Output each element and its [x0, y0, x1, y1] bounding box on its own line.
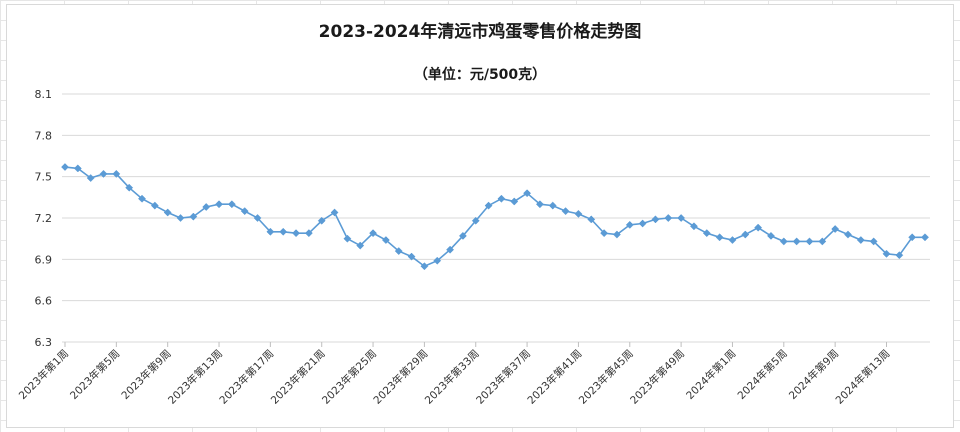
x-tick-label: 2023年第49周: [627, 347, 687, 407]
x-tick-label: 2023年第21周: [268, 347, 328, 407]
data-point-marker: [548, 201, 557, 210]
data-point-marker: [73, 164, 82, 173]
data-point-marker: [227, 200, 236, 209]
data-point-marker: [150, 201, 159, 210]
y-tick-label: 6.6: [35, 295, 53, 308]
data-point-marker: [612, 230, 621, 239]
data-point-marker: [895, 251, 904, 260]
x-tick-label: 2023年第1周: [16, 347, 71, 402]
x-tick-label: 2023年第37周: [473, 347, 533, 407]
x-tick-label: 2023年第5周: [67, 347, 122, 402]
data-point-marker: [690, 222, 698, 231]
data-point-marker: [805, 237, 814, 246]
data-point-marker: [202, 203, 211, 211]
x-tick-label: 2023年第9周: [119, 347, 174, 402]
data-point-marker: [779, 237, 788, 246]
data-point-marker: [369, 229, 378, 238]
data-point-marker: [818, 237, 827, 246]
data-point-marker: [523, 189, 532, 198]
data-point-marker: [330, 208, 339, 217]
data-point-marker: [215, 200, 223, 209]
data-point-marker: [446, 245, 455, 254]
y-tick-label: 6.9: [35, 253, 53, 266]
data-point-marker: [754, 223, 763, 232]
data-point-marker: [394, 247, 403, 256]
y-tick-label: 7.5: [35, 171, 53, 184]
data-point-marker: [535, 200, 544, 209]
y-tick-label: 7.8: [35, 129, 53, 142]
data-point-marker: [664, 214, 673, 222]
data-point-marker: [304, 229, 313, 238]
data-point-marker: [792, 237, 801, 246]
data-point-marker: [484, 201, 493, 210]
data-point-marker: [638, 219, 647, 228]
data-point-marker: [253, 214, 262, 222]
data-point-marker: [381, 236, 390, 244]
data-point-marker: [343, 234, 352, 243]
data-point-marker: [317, 216, 326, 225]
data-point-marker: [677, 214, 686, 222]
data-point-marker: [882, 249, 891, 258]
data-point-marker: [356, 241, 365, 250]
data-point-marker: [600, 229, 609, 238]
data-point-marker: [99, 169, 108, 178]
data-point-marker: [741, 230, 750, 239]
data-point-marker: [702, 229, 711, 238]
data-point-marker: [138, 194, 146, 203]
data-point-marker: [125, 183, 134, 192]
y-tick-label: 6.3: [35, 336, 53, 349]
data-point-marker: [86, 174, 95, 182]
chart-subtitle: （单位：元/500克）: [413, 67, 547, 83]
x-tick-label: 2024年第9周: [786, 347, 841, 402]
chart-title: 2023-2024年清远市鸡蛋零售价格走势图: [318, 22, 642, 42]
y-tick-label: 7.2: [35, 212, 53, 225]
data-point-marker: [61, 163, 69, 171]
y-tick-label: 8.1: [35, 88, 53, 101]
data-point-marker: [921, 233, 929, 242]
x-tick-label: 2024年第5周: [735, 347, 790, 402]
x-tick-label: 2024年第13周: [833, 347, 893, 407]
x-tick-label: 2023年第45周: [576, 347, 636, 407]
data-point-marker: [715, 233, 724, 242]
data-point-marker: [240, 207, 249, 216]
x-tick-label: 2023年第33周: [422, 347, 482, 407]
data-point-marker: [471, 216, 480, 225]
data-point-marker: [651, 215, 660, 224]
data-point-marker: [767, 231, 775, 240]
data-point-marker: [112, 169, 121, 178]
data-point-marker: [831, 225, 840, 233]
x-tick-label: 2023年第13周: [165, 347, 225, 407]
data-point-marker: [574, 209, 583, 218]
data-point-marker: [458, 231, 467, 240]
x-tick-label: 2024年第1周: [683, 347, 738, 402]
data-point-marker: [279, 227, 288, 236]
data-point-marker: [266, 227, 275, 236]
data-point-marker: [420, 262, 429, 271]
data-point-marker: [497, 194, 506, 203]
x-tick-label: 2023年第41周: [525, 347, 585, 407]
data-point-marker: [176, 214, 185, 222]
x-tick-label: 2023年第25周: [319, 347, 379, 407]
x-tick-label: 2023年第17周: [217, 347, 277, 407]
data-point-marker: [292, 229, 300, 238]
data-point-marker: [587, 215, 596, 224]
data-point-marker: [728, 236, 737, 244]
data-point-marker: [163, 208, 172, 217]
data-point-marker: [407, 252, 416, 261]
data-point-marker: [908, 233, 917, 242]
x-tick-label: 2023年第29周: [371, 347, 431, 407]
data-point-marker: [625, 220, 634, 229]
data-point-marker: [561, 207, 570, 216]
data-point-marker: [433, 256, 442, 265]
data-point-marker: [856, 236, 865, 244]
data-point-marker: [844, 230, 852, 239]
data-point-marker: [510, 197, 519, 206]
data-point-marker: [869, 237, 878, 246]
data-point-marker: [189, 212, 198, 221]
